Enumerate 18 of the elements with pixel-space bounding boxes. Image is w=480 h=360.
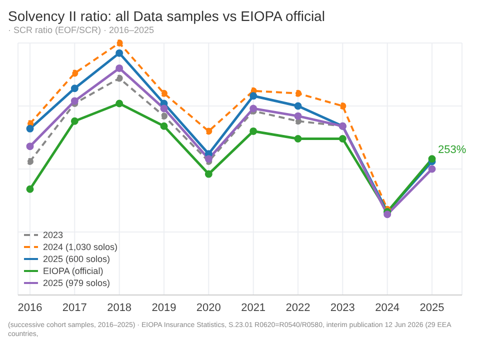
x-tick-label: 2024 [375, 302, 400, 314]
x-tick-label: 2016 [18, 302, 42, 314]
legend-label: 2024 (1,030 solos) [43, 242, 118, 252]
x-tick-label: 2018 [107, 302, 132, 314]
legend-label: EIOPA (official) [43, 266, 104, 276]
x-tick-label: 2021 [241, 302, 266, 314]
x-tick-label: 2017 [62, 302, 87, 314]
legend-label: 2025 (600 solos) [43, 254, 110, 264]
chart-subtitle: · SCR ratio (EOF/SCR) · 2016–2025 [8, 25, 156, 35]
x-tick-label: 2022 [286, 302, 310, 314]
legend-label: 2023 [43, 230, 64, 240]
x-tick-label: 2023 [330, 302, 355, 314]
legend-label: 2025 (979 solos) [43, 278, 110, 288]
annotation: 253% [438, 144, 466, 156]
x-tick-label: 2025 [420, 302, 444, 314]
x-tick-label: 2019 [152, 302, 176, 314]
chart-title: Solvency II ratio: all Data samples vs EIOPA official [8, 8, 326, 24]
x-tick-label: 2020 [196, 302, 221, 314]
